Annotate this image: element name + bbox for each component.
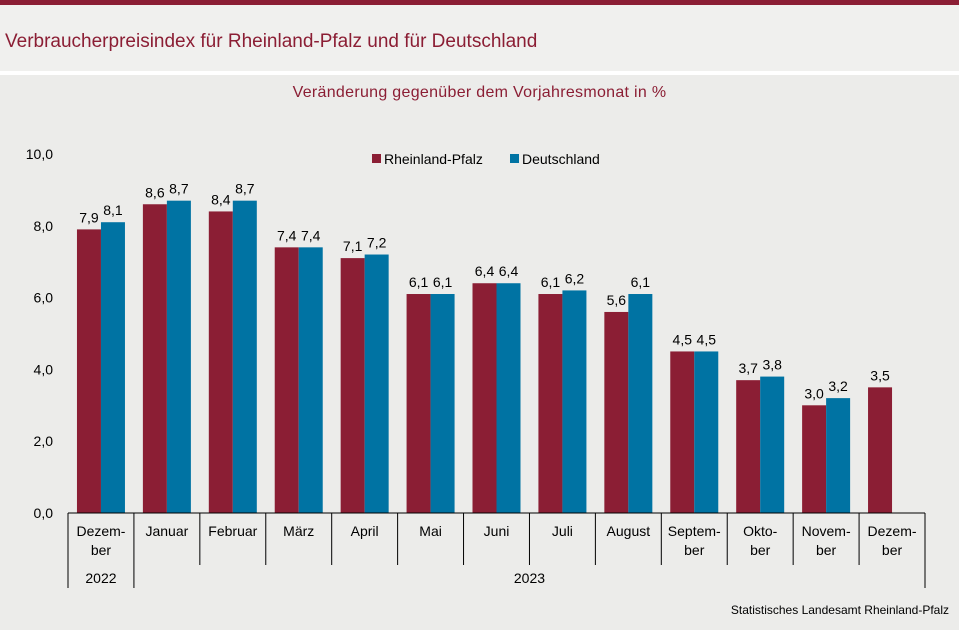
bar-deutschland	[496, 283, 521, 513]
data-label: 8,7	[169, 181, 189, 197]
data-label: 8,6	[145, 184, 165, 200]
data-label: 7,2	[367, 235, 387, 251]
year-label: 2023	[514, 570, 545, 586]
bar-rheinland-pfalz	[76, 229, 101, 513]
year-label: 2022	[85, 570, 116, 586]
data-label: 7,4	[277, 227, 297, 243]
data-label: 7,4	[301, 227, 321, 243]
data-label: 3,2	[828, 378, 848, 394]
bar-rheinland-pfalz	[868, 387, 893, 513]
y-tick-label: 6,0	[34, 290, 54, 306]
bar-rheinland-pfalz	[208, 211, 233, 513]
legend-swatch-deutschland	[510, 154, 519, 163]
data-label: 7,1	[343, 238, 363, 254]
bar-deutschland	[562, 290, 587, 513]
data-label: 4,5	[697, 331, 717, 347]
y-tick-label: 2,0	[34, 433, 54, 449]
data-label: 3,5	[870, 367, 890, 383]
y-tick-label: 8,0	[34, 218, 54, 234]
category-label: März	[283, 523, 314, 539]
y-tick-label: 10,0	[26, 146, 53, 162]
page-title: Verbraucherpreisindex für Rheinland-Pfal…	[5, 31, 538, 52]
category-label: ber	[816, 542, 837, 558]
category-label: April	[351, 523, 379, 539]
category-label: Januar	[145, 523, 188, 539]
bar-deutschland	[166, 200, 191, 514]
bar-deutschland	[826, 398, 851, 513]
data-label: 8,7	[235, 181, 255, 197]
bar-rheinland-pfalz	[472, 283, 497, 513]
data-label: 3,8	[762, 357, 782, 373]
category-label: Dezem-	[868, 523, 917, 539]
category-label: ber	[750, 542, 771, 558]
bar-rheinland-pfalz	[670, 351, 695, 513]
bar-rheinland-pfalz	[802, 405, 827, 513]
data-label: 4,5	[673, 331, 693, 347]
top-accent-bar	[0, 0, 959, 5]
data-label: 6,2	[565, 270, 585, 286]
bar-rheinland-pfalz	[604, 311, 629, 513]
source-note: Statistisches Landesamt Rheinland-Pfalz	[730, 603, 949, 617]
data-label: 8,4	[211, 191, 231, 207]
bar-rheinland-pfalz	[142, 204, 167, 513]
bar-deutschland	[298, 247, 323, 513]
category-label: ber	[882, 542, 903, 558]
category-label: Februar	[208, 523, 257, 539]
category-label: ber	[684, 542, 705, 558]
category-label: August	[607, 523, 651, 539]
bar-rheinland-pfalz	[538, 294, 563, 513]
bar-deutschland	[628, 294, 653, 513]
category-label: Novem-	[802, 523, 851, 539]
data-label: 3,7	[738, 360, 758, 376]
bar-deutschland	[430, 294, 455, 513]
bar-deutschland	[760, 376, 785, 513]
data-label: 8,1	[103, 202, 123, 218]
data-label: 6,1	[631, 274, 651, 290]
data-label: 6,1	[409, 274, 429, 290]
bar-deutschland	[364, 254, 389, 513]
bar-rheinland-pfalz	[274, 247, 299, 513]
data-label: 7,9	[79, 209, 99, 225]
data-label: 5,6	[607, 292, 627, 308]
legend-swatch-rheinland-pfalz	[372, 154, 381, 163]
header-divider	[0, 71, 959, 75]
bar-rheinland-pfalz	[736, 380, 761, 513]
category-label: Juni	[484, 523, 510, 539]
category-label: Mai	[419, 523, 442, 539]
data-label: 6,1	[541, 274, 561, 290]
data-label: 6,4	[475, 263, 495, 279]
category-label: Juli	[552, 523, 573, 539]
bar-rheinland-pfalz	[340, 258, 365, 513]
category-label: Septem-	[668, 523, 721, 539]
chart-title: Veränderung gegenüber dem Vorjahresmonat…	[292, 84, 667, 101]
legend-label: Rheinland-Pfalz	[384, 151, 483, 167]
legend-label: Deutschland	[522, 151, 600, 167]
bar-deutschland	[694, 351, 719, 513]
y-tick-label: 4,0	[34, 361, 54, 377]
data-label: 6,1	[433, 274, 453, 290]
category-label: Dezem-	[76, 523, 125, 539]
category-label: ber	[91, 542, 112, 558]
bar-deutschland	[232, 200, 257, 514]
bar-rheinland-pfalz	[406, 294, 431, 513]
header-panel: Verbraucherpreisindex für Rheinland-Pfal…	[0, 5, 959, 71]
y-tick-label: 0,0	[34, 505, 54, 521]
data-label: 3,0	[804, 385, 824, 401]
bar-deutschland	[100, 222, 125, 513]
category-label: Okto-	[743, 523, 778, 539]
data-label: 6,4	[499, 263, 519, 279]
